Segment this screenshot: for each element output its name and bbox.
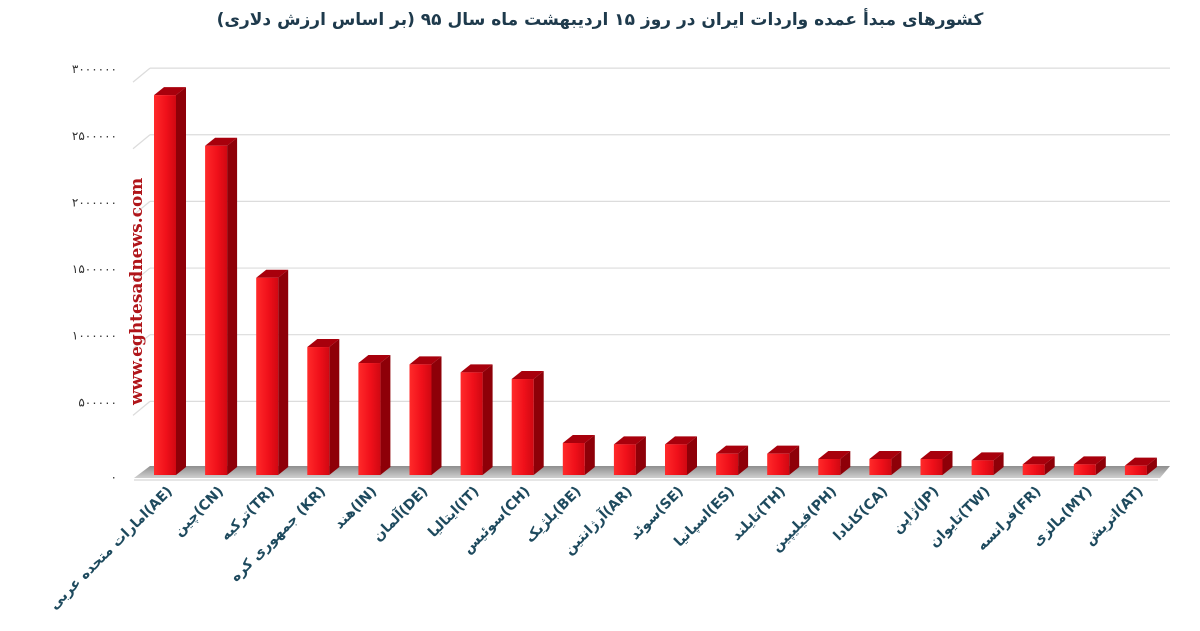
y-tick-label: ۰ — [111, 470, 117, 484]
x-tick-label: امارات متحده عربی(AE) — [46, 484, 175, 613]
bar — [665, 436, 697, 475]
watermark: www.eghtesadnews.com — [127, 178, 147, 406]
bar — [920, 451, 953, 475]
y-axis-ticks: ۰ ۵۰۰۰۰۰ ۱۰۰۰۰۰۰ ۱۵۰۰۰۰۰ ۲۰۰۰۰۰۰ ۲۵۰۰۰۰۰ ۳۰۰۰۰… — [72, 62, 117, 484]
bar — [716, 445, 749, 475]
bar — [1022, 456, 1055, 475]
bar — [767, 445, 800, 475]
bar — [409, 356, 442, 475]
bar — [818, 451, 851, 475]
bar — [562, 435, 595, 475]
x-tick-label: کانادا(CA) — [831, 484, 892, 545]
y-tick-label: ۵۰۰۰۰۰ — [78, 395, 117, 409]
chart-floor — [134, 466, 1170, 481]
x-tick-label: ژاپن(JP) — [889, 484, 942, 537]
chart-title: کشورهای مبدأ عمده واردات ایران در روز ۱۵… — [216, 10, 984, 30]
gridlines — [132, 67, 1170, 416]
x-tick-label: آلمان(DE) — [369, 482, 432, 545]
y-tick-label: ۳۰۰۰۰۰۰ — [72, 62, 117, 76]
bar — [971, 452, 1004, 475]
bar — [1073, 456, 1106, 475]
y-tick-label: ۱۰۰۰۰۰۰ — [72, 329, 117, 343]
y-tick-label: ۲۵۰۰۰۰۰ — [72, 129, 117, 143]
bar — [869, 451, 902, 475]
bar — [613, 436, 646, 475]
x-tick-label: جمهوری کره (KR) — [228, 484, 330, 586]
bar — [460, 364, 493, 475]
bar — [205, 137, 238, 475]
bar — [154, 87, 186, 475]
x-axis-labels: امارات متحده عربی(AE)چین(CN)ترکیه(TR)جمه… — [46, 482, 1146, 613]
x-tick-label: هند(IN) — [331, 484, 380, 533]
bar — [256, 269, 289, 475]
y-tick-label: ۲۰۰۰۰۰۰ — [72, 195, 117, 209]
bar — [307, 339, 340, 475]
y-tick-label: ۱۵۰۰۰۰۰ — [72, 262, 117, 276]
bars — [154, 87, 1157, 475]
bar — [511, 371, 544, 475]
bar — [358, 355, 391, 475]
bar — [1124, 457, 1157, 475]
